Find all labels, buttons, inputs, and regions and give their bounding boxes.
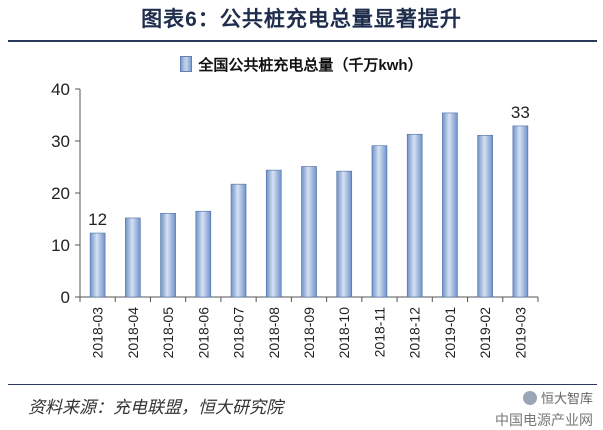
x-tick-label: 2018-10: [336, 307, 352, 359]
bar: [230, 183, 247, 298]
x-tick-label: 2018-04: [125, 307, 141, 359]
x-tick-label: 2018-07: [231, 307, 247, 359]
watermark: 恒大智库 中国电源产业网: [495, 388, 593, 430]
source-note: 资料来源：充电联盟，恒大研究院: [28, 398, 283, 418]
x-tick-label: 2019-03: [512, 307, 528, 359]
bar: [160, 212, 176, 298]
x-tick-label: 2019-01: [442, 307, 458, 359]
legend: 全国公共桩充电总量（千万kwh）: [0, 54, 603, 76]
wechat-icon: [522, 390, 537, 405]
y-tick-label: 20: [51, 184, 70, 203]
x-tick-label: 2019-02: [477, 307, 493, 359]
bar: [371, 145, 388, 298]
bar: [89, 232, 106, 298]
x-tick-label: 2018-06: [195, 307, 211, 359]
bar-chart: 0 10 20 30 40 2018-03 2018-04 2018-05 2018-06 201…: [51, 80, 539, 359]
data-label: 12: [88, 210, 107, 229]
x-tick-label: 2018-05: [160, 307, 176, 359]
legend-label: 全国公共桩充电总量（千万kwh）: [198, 57, 423, 74]
bar: [442, 112, 458, 298]
footer-rule: [8, 384, 597, 385]
bar: [125, 217, 141, 298]
title-rule: [8, 40, 597, 42]
y-tick-label: 40: [51, 80, 70, 99]
watermark-brand: 恒大智库: [540, 391, 593, 406]
x-tick-label: 2018-08: [266, 307, 282, 359]
bar: [406, 133, 423, 298]
x-tick-label: 2018-11: [371, 307, 387, 358]
y-tick-label: 30: [51, 132, 70, 151]
bar: [301, 166, 317, 298]
x-tick-label: 2018-09: [301, 307, 317, 359]
bar: [195, 210, 212, 298]
watermark-site: 中国电源产业网: [495, 412, 593, 428]
legend-swatch: [180, 56, 193, 72]
bar: [336, 170, 353, 298]
bar: [512, 125, 529, 298]
bar: [477, 134, 493, 298]
data-label: 33: [511, 103, 530, 122]
y-tick-label: 10: [51, 236, 70, 255]
x-tick-label: 2018-03: [90, 307, 106, 359]
y-tick-label: 0: [61, 288, 70, 307]
chart-title: 图表6：公共桩充电总量显著提升: [141, 8, 462, 31]
x-tick-label: 2018-12: [407, 307, 423, 359]
bar: [265, 169, 282, 298]
